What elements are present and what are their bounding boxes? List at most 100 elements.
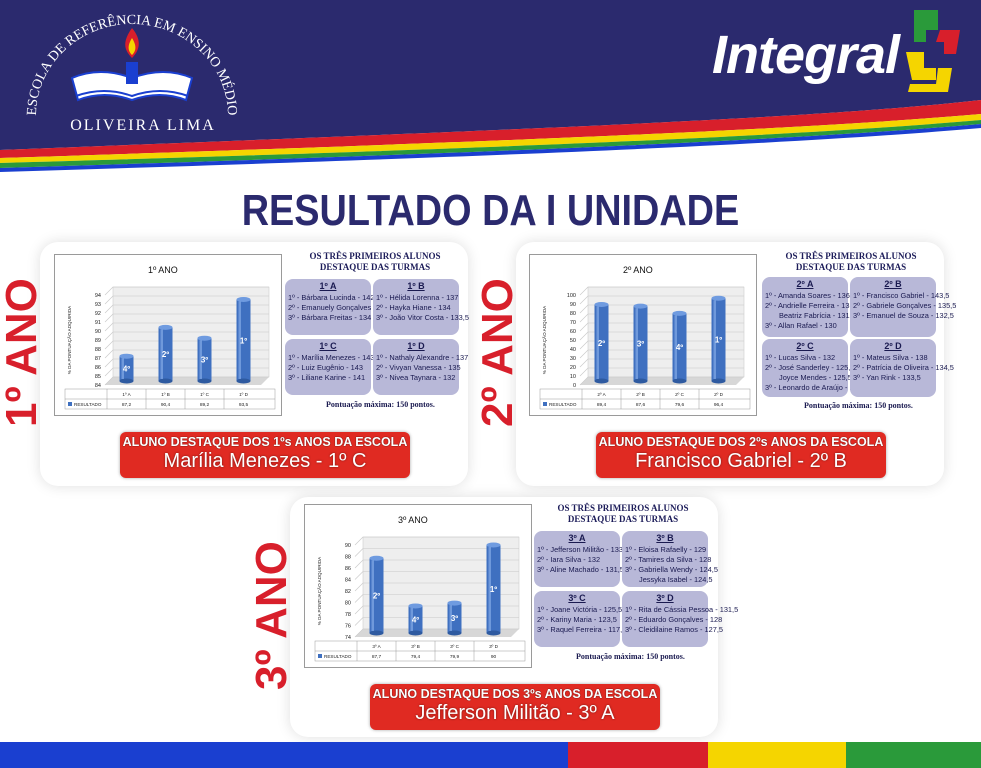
- class-box: 2º A 1º - Amanda Soares - 136,5 2º - Andri…: [762, 277, 860, 337]
- bar-top: [158, 324, 173, 330]
- y-tick-label: 78: [345, 612, 351, 618]
- student-entry: 2º - Emanuely Gonçalves - 137: [288, 303, 391, 312]
- gridline: [354, 571, 364, 580]
- legend-label: RESULTADO: [549, 402, 577, 407]
- bar-top: [633, 303, 648, 309]
- award-banner-3: ALUNO DESTAQUE DOS 3ºs ANOS DA ESCOLA Je…: [370, 684, 660, 730]
- bar-rank-label: 1º: [715, 336, 722, 345]
- bar-rank-label: 2º: [162, 350, 169, 359]
- max-points-3: Pontuação máxima: 150 pontos.: [576, 652, 685, 661]
- x-tick-label: 1º C: [200, 392, 210, 397]
- brand-logo-icon: [906, 10, 960, 92]
- student-entry: 1º - Nathaly Alexandre - 137: [376, 353, 469, 362]
- class-box: 1º D 1º - Nathaly Alexandre - 137 2º - Viv…: [373, 339, 469, 395]
- class-box: 3º D 1º - Rita de Cássia Pessoa - 131,5 2º…: [622, 591, 738, 647]
- gridline: [104, 340, 114, 350]
- bar-highlight: [635, 308, 638, 379]
- x-tick-label: 3º C: [450, 644, 460, 649]
- svg-text:ESCOLA DE REFERÊNCIA EM ENSINO: ESCOLA DE REFERÊNCIA EM ENSINO MÉDIO: [25, 12, 239, 116]
- class-box: 1º A 1º - Bárbara Lucinda - 142 2º - Emanu…: [285, 279, 391, 335]
- y-tick-label: 76: [345, 624, 351, 630]
- legend-swatch: [68, 402, 72, 406]
- max-points-2: Pontuação máxima: 150 pontos.: [804, 401, 913, 410]
- y-tick-label: 70: [570, 320, 576, 326]
- x-tick-label: 1º D: [239, 392, 249, 397]
- bar-base: [711, 378, 726, 384]
- legend-label: RESULTADO: [74, 402, 102, 407]
- y-tick-label: 86: [345, 566, 351, 572]
- class-name: 1º D: [407, 341, 425, 351]
- student-entry: Beatriz Fabrícia - 131,5: [779, 311, 856, 320]
- chart-floor: [580, 377, 744, 385]
- bar-top: [594, 302, 609, 308]
- y-tick-label: 94: [95, 293, 101, 299]
- class-name: 3º C: [568, 593, 586, 603]
- student-entry: 3º - Nivea Taynara - 132: [376, 373, 456, 382]
- data-label: 87,7: [372, 654, 382, 660]
- gridline: [354, 628, 364, 638]
- school-name: OLIVEIRA LIMA: [70, 117, 216, 134]
- student-entry: 1º - Marília Menezes - 143,5: [288, 353, 381, 362]
- bar-highlight: [371, 560, 374, 631]
- bar-rank-label: 4º: [123, 365, 130, 374]
- class-box: 3º B 1º - Eloisa Rafaelly - 129 2º - Tamir…: [622, 531, 718, 587]
- x-tick-label: 2º D: [714, 392, 724, 397]
- y-tick-label: 40: [570, 347, 576, 353]
- bar-rank-label: 1º: [240, 336, 247, 345]
- chart-bar: 2º: [369, 555, 384, 636]
- y-tick-label: 80: [345, 601, 351, 607]
- chart-bar: 3º: [633, 303, 648, 384]
- bar-base: [369, 630, 384, 636]
- y-tick-label: 92: [95, 311, 101, 317]
- gridline: [579, 304, 589, 314]
- bar-rank-label: 4º: [412, 615, 419, 624]
- bar-top: [369, 555, 384, 561]
- y-tick-label: 90: [570, 302, 576, 308]
- chart-bar: 1º: [486, 542, 501, 636]
- award-caption: ALUNO DESTAQUE DOS 1ºs ANOS DA ESCOLA: [122, 435, 408, 449]
- y-tick-label: 87: [95, 356, 101, 362]
- gridline: [104, 322, 114, 332]
- bar-highlight: [449, 605, 452, 631]
- y-tick-label: 88: [345, 555, 351, 561]
- best-students-title-3: OS TRÊS PRIMEIROS ALUNOS DESTAQUE DAS TUR…: [557, 503, 689, 524]
- bar-highlight: [199, 340, 202, 379]
- y-tick-label: 91: [95, 320, 101, 326]
- y-tick-label: 90: [95, 329, 101, 335]
- student-entry: 2º - Hayka Hiane - 134: [376, 303, 451, 312]
- award-student-name: Marília Menezes - 1º C: [163, 450, 367, 472]
- x-tick-label: 1º A: [122, 392, 131, 397]
- gridline: [104, 313, 114, 323]
- class-box: 3º C 1º - Joane Victória - 125,5 2º - Kari…: [534, 591, 626, 647]
- class-name: 1º C: [319, 341, 337, 351]
- bar-rank-label: 3º: [451, 614, 458, 623]
- y-tick-label: 93: [95, 302, 101, 308]
- bar-highlight: [674, 315, 677, 379]
- bar-base: [447, 630, 462, 636]
- legend-label: RESULTADO: [324, 654, 352, 659]
- chart-bar: 2º: [158, 324, 173, 384]
- chart-title: 1º ANO: [148, 265, 178, 275]
- y-tick-label: 60: [570, 329, 576, 335]
- best-students-title-2: OS TRÊS PRIMEIROS ALUNOS DESTAQUE DAS TUR…: [785, 251, 917, 272]
- chart-bar: 1º: [236, 297, 251, 384]
- data-label: 87,6: [636, 402, 646, 408]
- student-entry: 1º - Mateus Silva - 138: [853, 353, 928, 362]
- bar-highlight: [596, 306, 599, 379]
- chart-svg: 1º ANO 84 85 86 87 88 89 90 91 92 93 94 % DA PONTUAÇ…: [64, 265, 276, 410]
- student-entry: 2º - Tamires da Silva - 128: [625, 555, 712, 564]
- class-name: 1º A: [319, 281, 337, 291]
- class-name: 1º B: [407, 281, 425, 291]
- class-box: 1º C 1º - Marília Menezes - 143,5 2º - Lui…: [285, 339, 381, 395]
- x-tick-label: 3º B: [411, 644, 420, 649]
- student-entry: 1º - Jefferson Militão - 133: [537, 545, 623, 554]
- chart-svg: 3º ANO 74 76 78 80 82 84 86 88 90 % DA PONTUAÇÃO A…: [314, 515, 526, 662]
- chart-svg: 2º ANO 0 10 20 30 40 50 60 70 80 90 100 % DA PONTUAÇ…: [539, 265, 751, 410]
- class-name: 3º B: [656, 533, 674, 543]
- gridline: [104, 304, 114, 314]
- student-entry: 1º - Eloisa Rafaelly - 129: [625, 545, 707, 554]
- data-label: 96,4: [714, 402, 724, 408]
- chart-title: 2º ANO: [623, 265, 653, 275]
- bar-base: [594, 378, 609, 384]
- y-tick-label: 80: [570, 311, 576, 317]
